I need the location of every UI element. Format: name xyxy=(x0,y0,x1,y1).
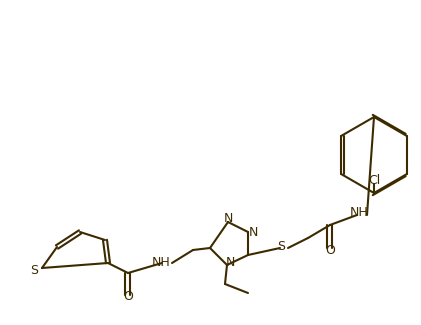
Text: O: O xyxy=(123,291,133,304)
Text: N: N xyxy=(248,226,258,239)
Text: NH: NH xyxy=(152,256,171,269)
Text: O: O xyxy=(325,243,335,256)
Text: N: N xyxy=(225,255,234,268)
Text: S: S xyxy=(277,240,285,253)
Text: Cl: Cl xyxy=(368,175,380,188)
Text: S: S xyxy=(30,264,38,277)
Text: NH: NH xyxy=(349,206,368,219)
Text: N: N xyxy=(223,212,233,225)
